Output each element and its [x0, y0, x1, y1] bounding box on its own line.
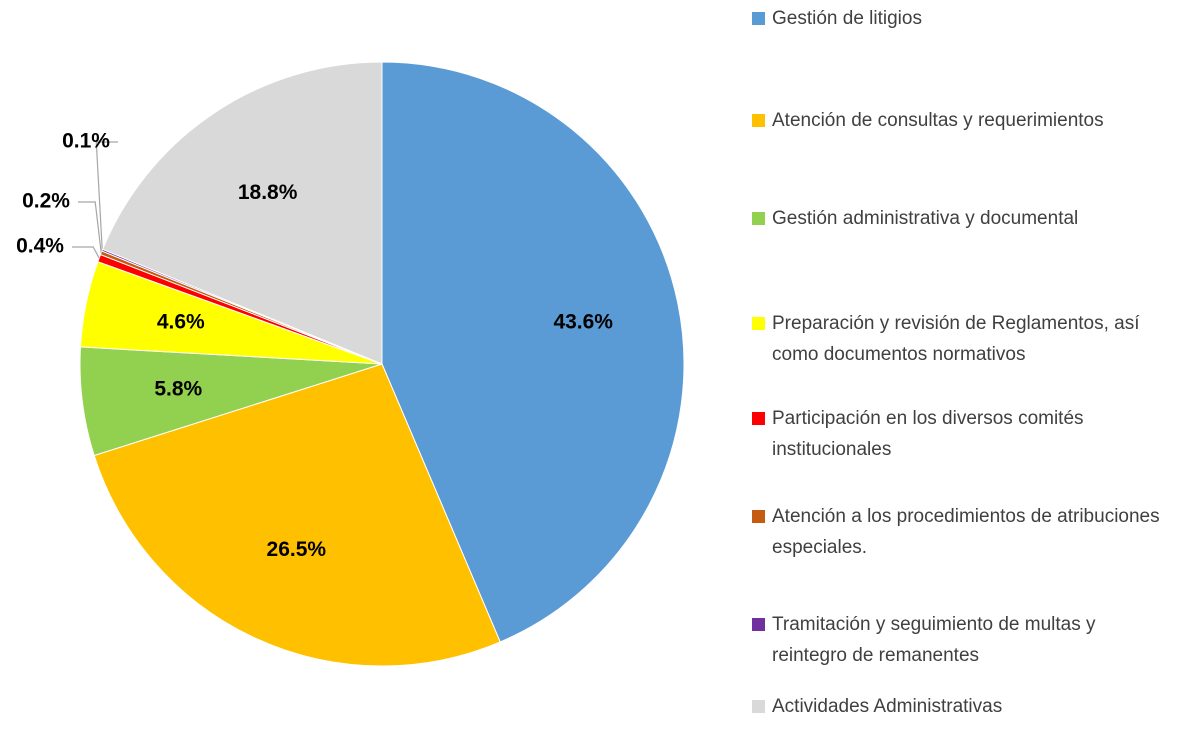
legend-label: Gestión administrativa y documental [772, 208, 1079, 229]
legend-swatch [752, 317, 765, 330]
data-label: 5.8% [154, 377, 202, 400]
legend-label: Actividades Administrativas [772, 696, 1003, 717]
data-label: 0.2% [22, 190, 70, 213]
data-label: 26.5% [267, 538, 327, 561]
legend-swatch [752, 12, 765, 25]
pie-slice [93, 363, 501, 667]
leader-line [95, 141, 118, 251]
pie-slice [381, 61, 685, 643]
data-label: 0.1% [62, 130, 110, 153]
legend-label: Gestión de litigios [772, 8, 922, 29]
legend-swatch [752, 510, 765, 523]
data-label: 0.4% [16, 235, 64, 258]
legend-label: Atención de consultas y requerimientos [772, 110, 1104, 131]
data-label: 4.6% [157, 311, 205, 334]
legend-label: Participación en los diversos comités in… [772, 408, 1084, 460]
pie-slice [101, 61, 383, 365]
legend-swatch [752, 114, 765, 127]
legend-label: Tramitación y seguimiento de multas y re… [772, 614, 1096, 666]
data-label: 43.6% [553, 311, 613, 334]
legend-swatch [752, 618, 765, 631]
legend-swatch [752, 212, 765, 225]
legend-label: Preparación y revisión de Reglamentos, a… [772, 313, 1140, 365]
chart: 43.6% 26.5% 5.8% 4.6% 0.4% 0.2% 0.1% 18.8% [16, 61, 685, 667]
legend-label: Atención a los procedimientos de atribuc… [772, 506, 1160, 558]
data-label: 18.8% [238, 181, 298, 204]
leader-line [72, 246, 100, 259]
leader-line [78, 201, 102, 253]
legend-swatch [752, 412, 765, 425]
legend-swatch [752, 700, 765, 713]
